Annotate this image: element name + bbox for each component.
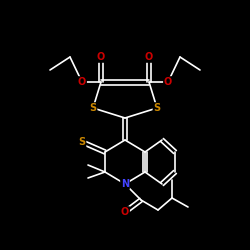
Text: S: S bbox=[78, 137, 86, 147]
Text: O: O bbox=[164, 77, 172, 87]
Text: O: O bbox=[121, 207, 129, 217]
Text: O: O bbox=[97, 52, 105, 62]
Text: N: N bbox=[121, 179, 129, 189]
Text: O: O bbox=[78, 77, 86, 87]
Text: S: S bbox=[90, 103, 96, 113]
Text: S: S bbox=[154, 103, 160, 113]
Text: O: O bbox=[145, 52, 153, 62]
